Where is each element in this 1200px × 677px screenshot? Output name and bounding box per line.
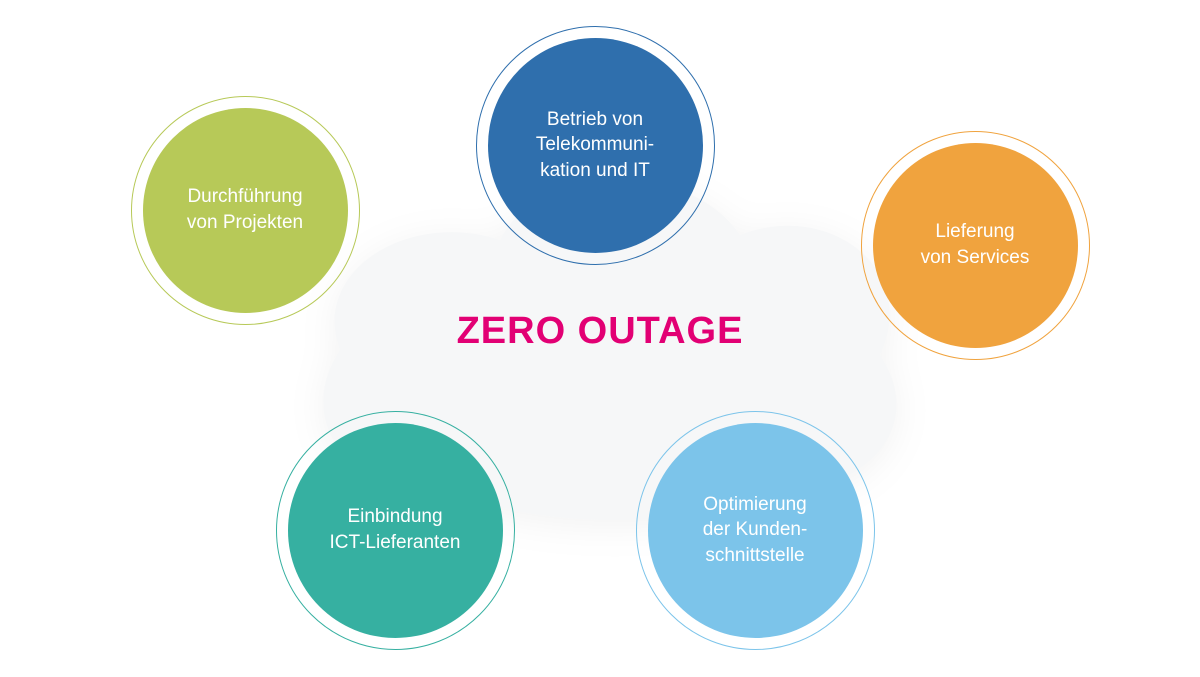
node-telecom-it-disc: Betrieb von Telekommuni- kation und IT [488,38,703,253]
node-services-label: Lieferung von Services [921,219,1030,270]
node-projects-disc: Durchführung von Projekten [143,108,348,313]
center-title: ZERO OUTAGE [457,310,744,353]
node-customer-interface-disc: Optimierung der Kunden- schnittstelle [648,423,863,638]
node-projects-label: Durchführung von Projekten [187,184,303,235]
node-customer-interface-label: Optimierung der Kunden- schnittstelle [703,492,808,569]
node-customer-interface: Optimierung der Kunden- schnittstelle [636,411,875,650]
node-ict-suppliers-label: Einbindung ICT-Lieferanten [330,504,461,555]
node-ict-suppliers: Einbindung ICT-Lieferanten [276,411,515,650]
node-projects: Durchführung von Projekten [131,96,360,325]
node-telecom-it: Betrieb von Telekommuni- kation und IT [476,26,715,265]
node-services-disc: Lieferung von Services [873,143,1078,348]
node-ict-suppliers-disc: Einbindung ICT-Lieferanten [288,423,503,638]
node-services: Lieferung von Services [861,131,1090,360]
diagram-stage: ZERO OUTAGE Durchführung von Projekten Be… [0,0,1200,677]
node-telecom-it-label: Betrieb von Telekommuni- kation und IT [536,107,654,184]
